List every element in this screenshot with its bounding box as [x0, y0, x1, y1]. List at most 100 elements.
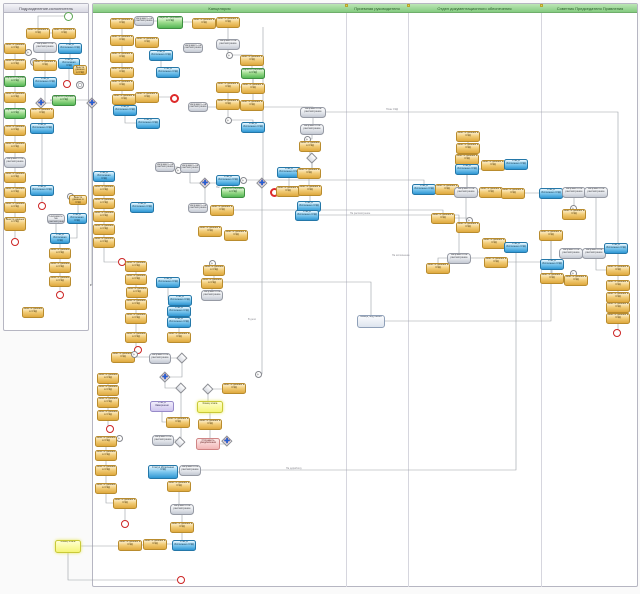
task-orange[interactable]: Внести данные в СЭД: [49, 275, 71, 287]
task-blue[interactable]: Статус Исполнено СЭД: [58, 42, 82, 54]
task-gray[interactable]: Направить на рассмотрение: [179, 464, 201, 476]
task-orange[interactable]: Внести данные в СЭД: [4, 186, 26, 198]
task-orange[interactable]: Внести данные в СЭД: [540, 272, 564, 284]
task-blue[interactable]: Статус Исполнено СЭД: [50, 232, 70, 244]
task-orange[interactable]: Внести данные в СЭД: [222, 382, 246, 394]
end-event[interactable]: [121, 520, 129, 528]
task-orange[interactable]: Внести данные в СЭД: [456, 142, 480, 154]
task-green[interactable]: Зарегистрировать в СЭД: [52, 94, 76, 106]
task-gray[interactable]: Направить на рассмотрение: [454, 186, 478, 198]
task-orange[interactable]: Внести данные в СЭД: [4, 217, 26, 231]
task-orange[interactable]: Внести данные в СЭД: [97, 384, 119, 396]
end-event[interactable]: [613, 329, 621, 337]
task-orange[interactable]: Внести данные в СЭД: [456, 221, 480, 233]
end-event[interactable]: [11, 238, 19, 246]
task-blue[interactable]: Статус Исполнено СЭД: [156, 66, 180, 78]
task-blue[interactable]: Статус Исполнено СЭД: [167, 305, 191, 317]
task-orange[interactable]: Внести данные в СЭД: [198, 418, 222, 430]
task-orange[interactable]: Внести данные в СЭД: [22, 306, 44, 318]
task-orange[interactable]: Внести данные в СЭД: [125, 331, 147, 343]
end-event[interactable]: [134, 346, 142, 354]
task-orange[interactable]: Внести данные в СЭД: [482, 237, 506, 249]
task-orange[interactable]: Внести данные в СЭД: [484, 256, 508, 268]
task-orange[interactable]: Внести данные в СЭД: [73, 65, 87, 75]
task-orange[interactable]: Внести данные в СЭД: [93, 197, 115, 209]
task-blue[interactable]: Статус Исполнено СЭД: [504, 241, 528, 253]
task-purple[interactable]: Статус Завершено: [150, 400, 174, 412]
task-orange[interactable]: Внести данные в СЭД: [125, 260, 147, 272]
task-orange[interactable]: Внести данные в СЭД: [110, 66, 134, 78]
task-orange[interactable]: Внести данные в СЭД: [30, 107, 54, 119]
task-gray[interactable]: Направить на рассмотрение: [149, 352, 171, 364]
task-orange[interactable]: Внести данные в СЭД: [216, 81, 240, 93]
gateway-small[interactable]: +: [224, 116, 232, 124]
task-orange[interactable]: Внести данные в СЭД: [4, 201, 26, 213]
gateway-small[interactable]: +: [24, 48, 32, 56]
task-orange[interactable]: Внести данные в СЭД: [606, 301, 630, 313]
end-event[interactable]: [177, 576, 185, 584]
task-orange[interactable]: Внести данные в СЭД: [241, 82, 265, 94]
gateway-parallel[interactable]: ✚: [256, 177, 268, 189]
end-event[interactable]: [106, 425, 114, 433]
task-blue[interactable]: Статус Исполнено СЭД: [216, 174, 240, 186]
gateway-parallel[interactable]: ✚: [86, 97, 98, 109]
task-blue[interactable]: Статус Исполнено СЭД: [168, 294, 192, 306]
task-orange[interactable]: Внести данные в СЭД: [192, 17, 216, 29]
task-orange[interactable]: Внести данные в СЭД: [4, 58, 26, 70]
task-gray[interactable]: Направить на рассмотрение: [183, 43, 203, 53]
task-orange[interactable]: Внести данные в СЭД: [210, 204, 234, 216]
task-gray[interactable]: Направить на рассмотрение: [216, 38, 240, 50]
task-gray[interactable]: Направить на рассмотрение: [4, 156, 26, 168]
end-event[interactable]: [63, 80, 71, 88]
task-orange[interactable]: Внести данные в СЭД: [93, 236, 115, 248]
task-gray[interactable]: Направить на рассмотрение: [152, 434, 174, 446]
task-orange[interactable]: Внести данные в СЭД: [93, 184, 115, 196]
gateway-parallel[interactable]: ✚: [199, 177, 211, 189]
task-orange[interactable]: Внести данные в СЭД: [49, 261, 71, 273]
link-box[interactable]: Вывод поручения: [357, 314, 385, 328]
task-orange[interactable]: Внести данные в СЭД: [95, 482, 117, 494]
task-orange[interactable]: Внести данные в СЭД: [135, 91, 159, 103]
task-gray[interactable]: Направить на рассмотрение: [582, 247, 606, 259]
task-orange[interactable]: Внести данные в СЭД: [216, 98, 240, 110]
task-blue[interactable]: Статус Исполнено СЭД: [504, 158, 528, 170]
task-orange[interactable]: Внести данные в СЭД: [110, 51, 134, 63]
task-orange[interactable]: Внести данные в СЭД: [167, 331, 191, 343]
task-orange[interactable]: Внести данные в СЭД: [93, 223, 115, 235]
task-blue[interactable]: Статус Исполнено СЭД: [172, 539, 196, 551]
task-orange[interactable]: Внести данные в СЭД: [4, 124, 26, 136]
task-orange[interactable]: Внести данные в СЭД: [135, 36, 159, 48]
task-gray[interactable]: Направить на рассмотрение: [33, 41, 57, 53]
gateway-small[interactable]: +: [254, 370, 262, 378]
task-orange[interactable]: Внести данные в СЭД: [426, 262, 450, 274]
gateway-parallel[interactable]: ✚: [159, 371, 171, 383]
task-orange[interactable]: Внести данные в СЭД: [240, 54, 264, 66]
task-blue[interactable]: Статус Исполнено СЭД: [30, 122, 54, 134]
end-event[interactable]: [38, 202, 46, 210]
gateway-small[interactable]: +: [130, 350, 138, 358]
gateway-small[interactable]: +: [239, 176, 247, 184]
task-blue[interactable]: Статус Исполнено СЭД: [167, 316, 191, 328]
task-blue[interactable]: Статус Исполнено СЭД: [148, 465, 178, 479]
gateway-exclusive[interactable]: [174, 436, 186, 448]
task-orange[interactable]: Внести данные в СЭД: [240, 99, 264, 111]
task-orange[interactable]: Внести данные в СЭД: [33, 59, 57, 71]
task-blue[interactable]: Статус Исполнено СЭД: [136, 117, 160, 129]
task-orange[interactable]: Внести данные в СЭД: [118, 539, 142, 551]
task-orange[interactable]: Внести данные в СЭД: [69, 195, 87, 205]
task-orange[interactable]: Внести данные в СЭД: [125, 312, 147, 324]
task-orange[interactable]: Внести данные в СЭД: [198, 225, 222, 237]
task-orange[interactable]: Внести данные в СЭД: [606, 264, 630, 276]
task-pink[interactable]: Отправить уведомление: [196, 438, 220, 450]
task-highlight[interactable]: Конец этапа: [197, 401, 223, 413]
task-blue[interactable]: Статус Исполнено СЭД: [30, 184, 54, 196]
task-orange[interactable]: Внести данные в СЭД: [110, 34, 134, 46]
task-blue[interactable]: Статус Исполнено СЭД: [33, 76, 57, 88]
gateway-exclusive[interactable]: [176, 352, 188, 364]
task-orange[interactable]: Внести данные в СЭД: [110, 17, 134, 29]
task-green[interactable]: Зарегистрировать в СЭД: [241, 67, 265, 79]
task-orange[interactable]: Внести данные в СЭД: [52, 27, 76, 39]
task-orange[interactable]: Внести данные в СЭД: [125, 273, 147, 285]
task-gray[interactable]: Направить на рассмотрение: [47, 214, 65, 224]
task-orange[interactable]: Внести данные в СЭД: [297, 167, 321, 179]
